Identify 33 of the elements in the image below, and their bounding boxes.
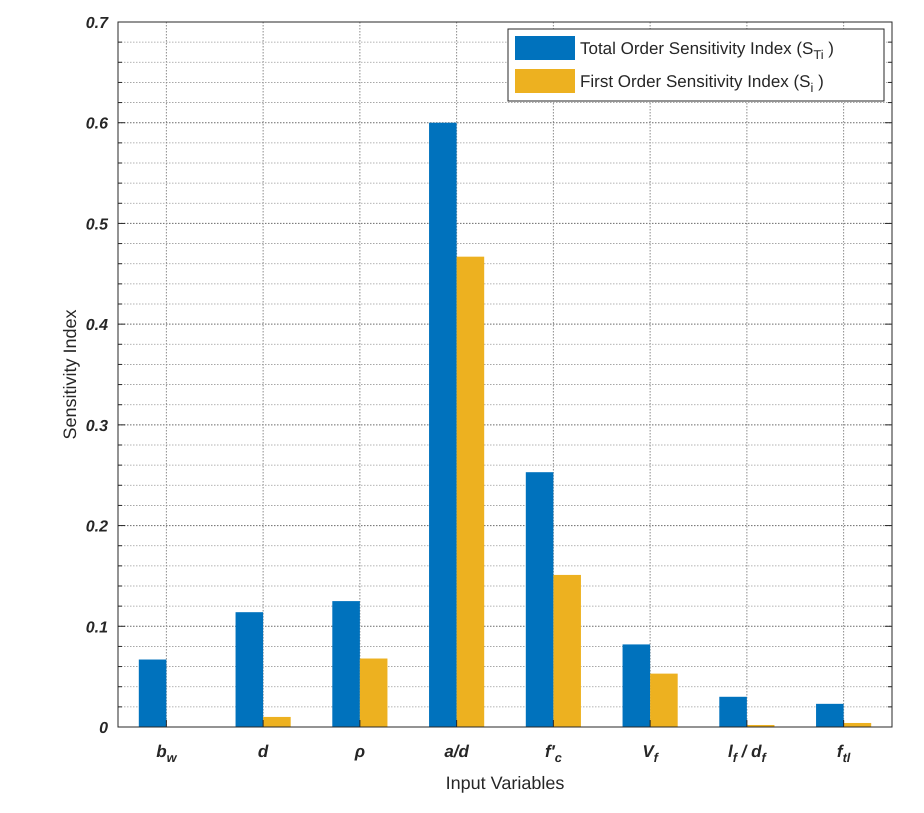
bar	[456, 256, 484, 727]
y-tick-label: 0.4	[86, 317, 108, 334]
bar	[650, 674, 678, 727]
bar	[622, 644, 650, 727]
bar	[719, 696, 747, 727]
y-tick-label: 0	[99, 720, 108, 737]
bar	[526, 472, 554, 727]
bar	[429, 122, 457, 727]
y-tick-label: 0.2	[86, 518, 108, 536]
x-tick-label: V$_{f}$	[642, 742, 660, 765]
bar	[236, 612, 264, 727]
y-tick-label: 0.6	[86, 116, 108, 133]
y-axis-title: Sensitivity Index	[60, 309, 80, 440]
y-tick-label: 0.5	[86, 216, 110, 234]
x-tick-label: f$_{tl}$	[836, 742, 851, 765]
x-axis-title: Input Variables	[446, 773, 564, 793]
y-tick-label: 0.7	[86, 15, 110, 32]
legend-label: First Order Sensitivity Index (S$_{i}$ )	[580, 72, 824, 95]
x-tick-label: a/d	[444, 742, 470, 761]
legend-label: Total Order Sensitivity Index (S$_{Ti}$ )	[580, 39, 834, 62]
bar	[816, 704, 844, 727]
y-tick-label: 0.3	[86, 418, 108, 435]
x-tick-label: ρ	[354, 742, 366, 761]
bar	[332, 601, 360, 727]
y-tick-label: 0.1	[86, 619, 108, 636]
bar	[263, 716, 291, 727]
bar	[360, 658, 388, 727]
x-tick-label: d	[258, 742, 269, 761]
x-tick-label: f′$_{c}$	[544, 742, 562, 765]
x-tick-label: b$_{w}$	[156, 742, 178, 765]
x-tick-label: l$_{f}$ / d$_{f}$	[728, 742, 768, 765]
bar	[553, 574, 581, 727]
bar	[138, 660, 166, 727]
